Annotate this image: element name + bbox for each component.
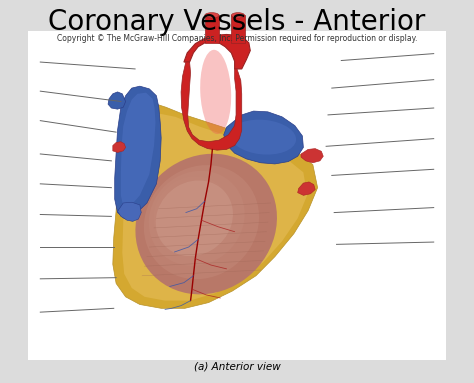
Polygon shape (298, 182, 315, 195)
Polygon shape (108, 92, 126, 109)
Polygon shape (113, 142, 126, 152)
Polygon shape (224, 111, 303, 164)
Polygon shape (301, 149, 323, 163)
Text: Copyright © The McGraw-Hill Companies, Inc. Permission required for reproduction: Copyright © The McGraw-Hill Companies, I… (57, 34, 417, 43)
Polygon shape (181, 62, 242, 150)
Polygon shape (122, 113, 307, 301)
Polygon shape (113, 100, 318, 308)
Polygon shape (205, 15, 219, 43)
Polygon shape (231, 15, 245, 43)
Ellipse shape (230, 119, 296, 155)
Ellipse shape (136, 154, 277, 295)
Ellipse shape (154, 177, 230, 252)
Polygon shape (115, 86, 161, 218)
Ellipse shape (156, 180, 233, 256)
Polygon shape (184, 34, 250, 69)
Ellipse shape (205, 13, 219, 18)
FancyBboxPatch shape (28, 31, 446, 360)
Ellipse shape (200, 50, 231, 134)
Ellipse shape (231, 13, 245, 18)
Ellipse shape (144, 165, 259, 279)
Text: Coronary Vessels - Anterior: Coronary Vessels - Anterior (48, 8, 426, 36)
Ellipse shape (149, 171, 245, 266)
Polygon shape (118, 202, 141, 221)
Text: (a) Anterior view: (a) Anterior view (193, 362, 281, 372)
Polygon shape (121, 93, 155, 206)
